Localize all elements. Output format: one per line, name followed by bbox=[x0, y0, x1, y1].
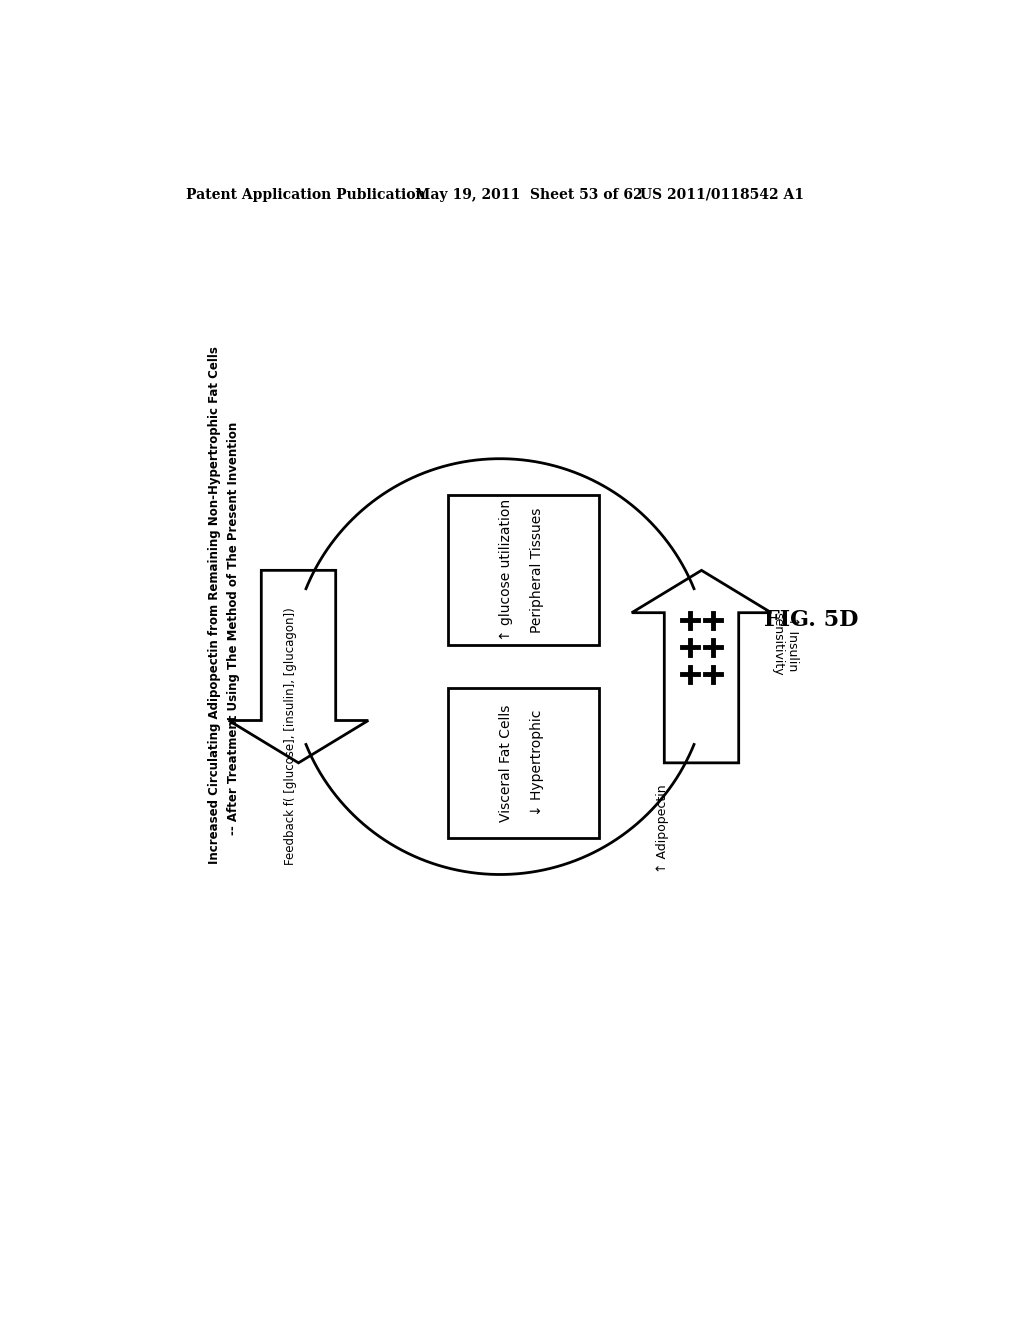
Text: Feedback f( [glucose], [insulin], [glucagon]): Feedback f( [glucose], [insulin], [gluca… bbox=[285, 607, 297, 865]
Text: US 2011/0118542 A1: US 2011/0118542 A1 bbox=[640, 187, 804, 202]
Text: ↑ glucose utilization: ↑ glucose utilization bbox=[500, 499, 513, 642]
Text: ↓ Hypertrophic: ↓ Hypertrophic bbox=[530, 710, 544, 817]
Text: -- After Treatment Using The Method of The Present Invention: -- After Treatment Using The Method of T… bbox=[227, 421, 240, 834]
Text: May 19, 2011  Sheet 53 of 62: May 19, 2011 Sheet 53 of 62 bbox=[415, 187, 642, 202]
Text: Peripheral Tissues: Peripheral Tissues bbox=[530, 507, 544, 632]
Text: Patent Application Publication: Patent Application Publication bbox=[186, 187, 426, 202]
Text: FIG. 5D: FIG. 5D bbox=[764, 610, 858, 631]
FancyBboxPatch shape bbox=[447, 495, 599, 645]
Text: ↑ Adipopectin: ↑ Adipopectin bbox=[656, 784, 670, 873]
FancyBboxPatch shape bbox=[447, 688, 599, 838]
Text: Visceral Fat Cells: Visceral Fat Cells bbox=[500, 705, 513, 822]
Text: ↑ Insulin
sensitivity: ↑ Insulin sensitivity bbox=[771, 611, 799, 676]
Text: Increased Circulating Adipopectin from Remaining Non-Hypertrophic Fat Cells: Increased Circulating Adipopectin from R… bbox=[208, 346, 221, 863]
